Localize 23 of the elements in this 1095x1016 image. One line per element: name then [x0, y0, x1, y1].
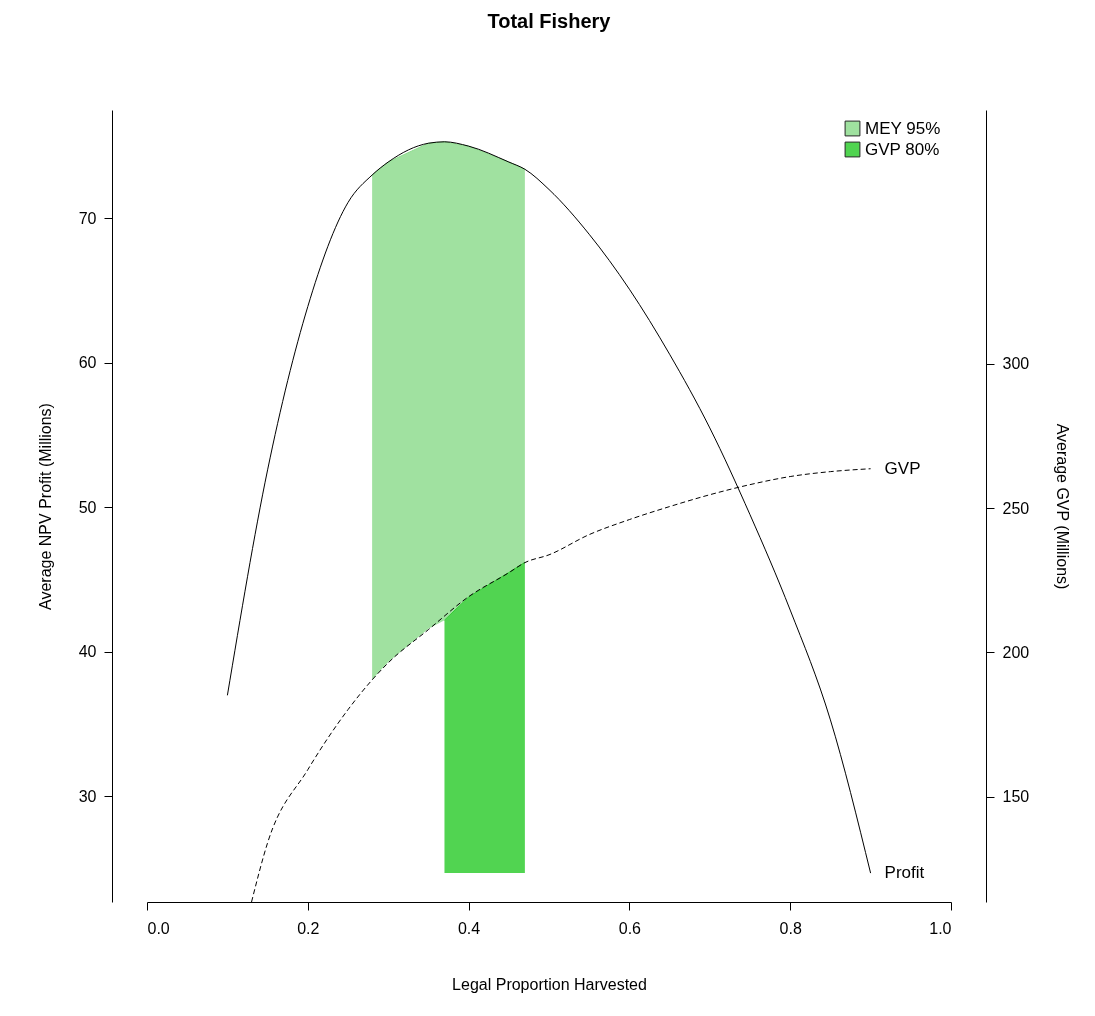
legend-label: MEY 95%: [865, 118, 941, 138]
y2-tick-label: 250: [1002, 499, 1030, 517]
y-tick-label: 30: [78, 788, 97, 805]
y2-axis-title: Average GVP (Millions): [1054, 423, 1072, 590]
y2-tick-label: 150: [1002, 788, 1030, 806]
x-axis-title: Legal Proportion Harvested: [452, 975, 647, 993]
chart-title: Total Fishery: [487, 10, 612, 32]
y-axis-title: Average NPV Profit (Millions): [36, 403, 54, 610]
x-tick-label: 0.8: [779, 919, 802, 937]
x-tick-label: 0.4: [457, 919, 481, 937]
series-label: GVP: [884, 458, 921, 478]
legend-label: GVP 80%: [865, 139, 940, 159]
y2-tick-label: 300: [1002, 355, 1030, 373]
x-tick-label: 0.0: [147, 919, 170, 937]
y2-tick-label: 200: [1002, 643, 1030, 661]
x-tick-label: 0.2: [297, 919, 320, 937]
y-tick-label: 50: [78, 498, 97, 516]
series-label: Profit: [884, 863, 925, 883]
y-tick-label: 40: [78, 643, 97, 661]
x-tick-label: 1.0: [929, 919, 952, 937]
x-tick-label: 0.6: [618, 919, 642, 937]
y-tick-label: 60: [78, 354, 97, 372]
y-tick-label: 70: [78, 209, 97, 227]
